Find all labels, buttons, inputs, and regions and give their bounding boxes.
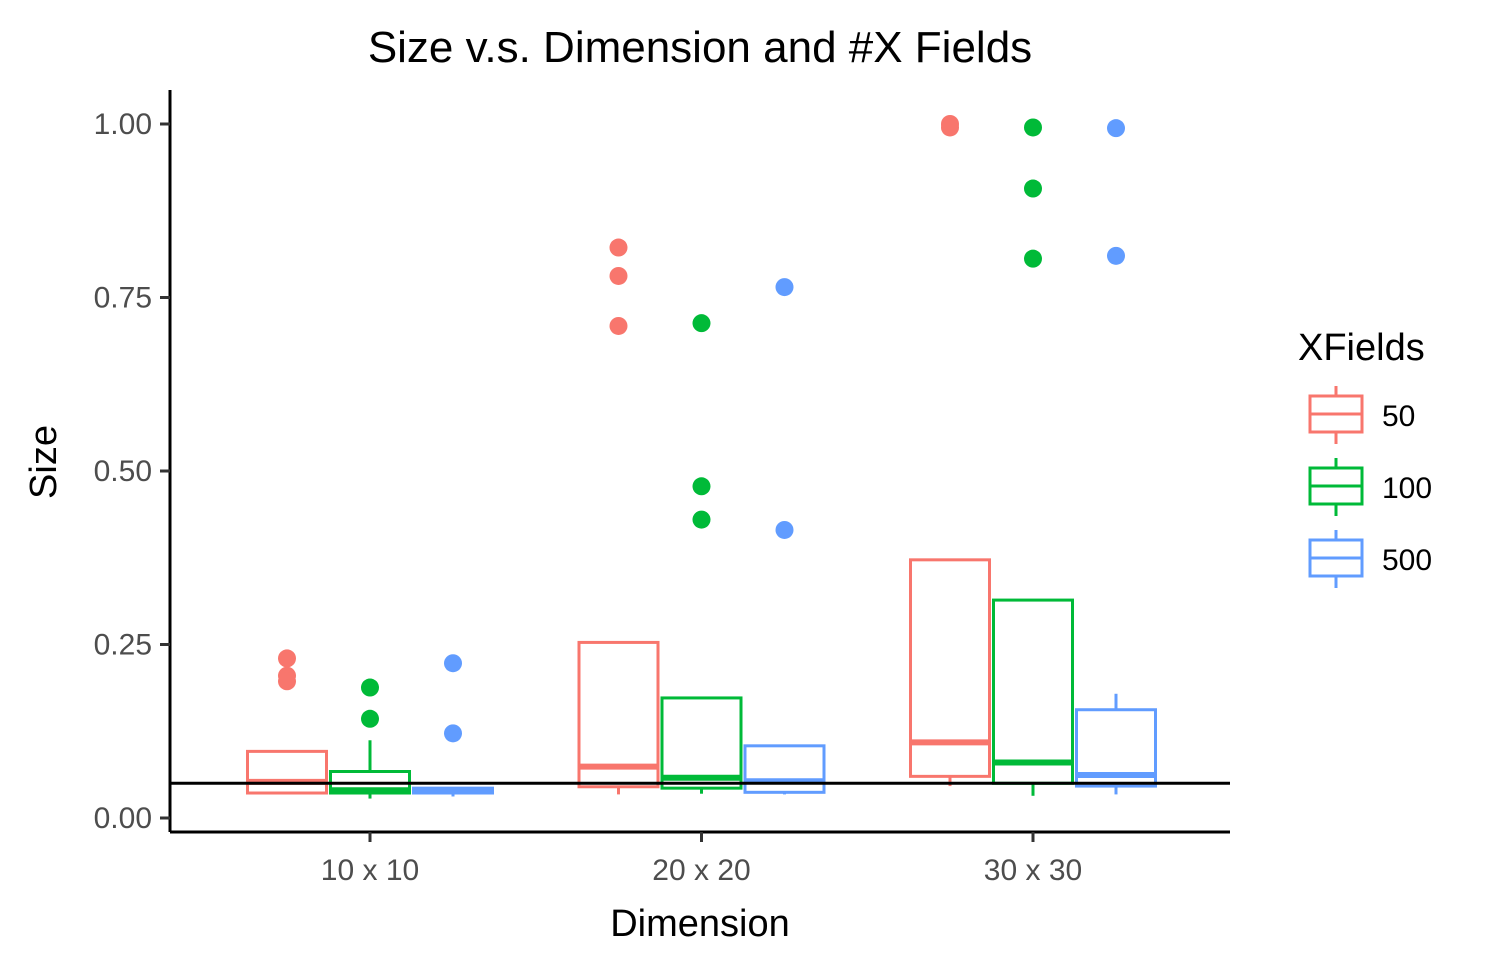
legend-item-500: 500 <box>1308 530 1432 588</box>
box-100-30x30 <box>992 118 1074 796</box>
legend-item-50: 50 <box>1308 386 1415 444</box>
outlier-point <box>278 649 296 668</box>
outlier-point <box>1107 119 1125 138</box>
outlier-point <box>692 510 711 529</box>
legend-label: 100 <box>1382 472 1432 505</box>
box-500-10x10 <box>412 654 494 797</box>
box-body <box>246 749 328 795</box>
y-tick-label: 0.00 <box>94 802 152 835</box>
box-100-20x20 <box>660 314 743 794</box>
x-tick-label: 20 x 20 <box>652 854 750 887</box>
outlier-point <box>278 672 296 691</box>
x-tick-label: 30 x 30 <box>984 854 1082 887</box>
outlier-point <box>609 238 628 257</box>
outlier-point <box>692 314 711 333</box>
outlier-point <box>1024 179 1042 198</box>
legend-label: 50 <box>1382 400 1415 433</box>
box-body <box>660 696 743 790</box>
y-tick-label: 0.50 <box>94 455 152 488</box>
outlier-point <box>361 709 379 728</box>
x-axis-title: Dimension <box>610 903 790 945</box>
box-50-30x30 <box>909 115 991 787</box>
box-body <box>577 640 660 789</box>
chart-title: Size v.s. Dimension and #X Fields <box>368 23 1032 72</box>
x-tick-label: 10 x 10 <box>321 854 419 887</box>
outlier-point <box>941 118 959 137</box>
outlier-point <box>444 654 462 673</box>
y-tick-label: 0.75 <box>94 282 152 315</box>
outlier-point <box>1107 246 1125 265</box>
outlier-point <box>775 520 794 539</box>
box-body <box>743 744 826 794</box>
outlier-point <box>361 678 379 697</box>
outlier-point <box>775 278 794 297</box>
y-axis-title: Size <box>23 425 65 499</box>
box-500-20x20 <box>743 278 826 795</box>
legend-title: XFields <box>1298 327 1425 369</box>
outlier-point <box>444 724 462 743</box>
legend: XFields 50 100 500 <box>1298 327 1432 588</box>
legend-item-100: 100 <box>1308 458 1432 516</box>
box-100-10x10 <box>329 678 411 799</box>
outlier-point <box>1024 118 1042 137</box>
box-50-20x20 <box>577 238 660 795</box>
y-tick-label: 1.00 <box>94 108 152 141</box>
outlier-point <box>609 266 628 285</box>
box-500-30x30 <box>1075 119 1157 795</box>
box-body <box>992 598 1074 785</box>
legend-label: 500 <box>1382 544 1432 577</box>
outlier-point <box>692 477 711 496</box>
box-50-10x10 <box>246 649 328 795</box>
outlier-point <box>609 316 628 335</box>
y-tick-label: 0.25 <box>94 629 152 662</box>
plot-area: 0.00 0.25 0.50 0.75 1.00 10 x 10 20 x 20 30 x 3… <box>94 90 1230 887</box>
outlier-point <box>1024 249 1042 268</box>
